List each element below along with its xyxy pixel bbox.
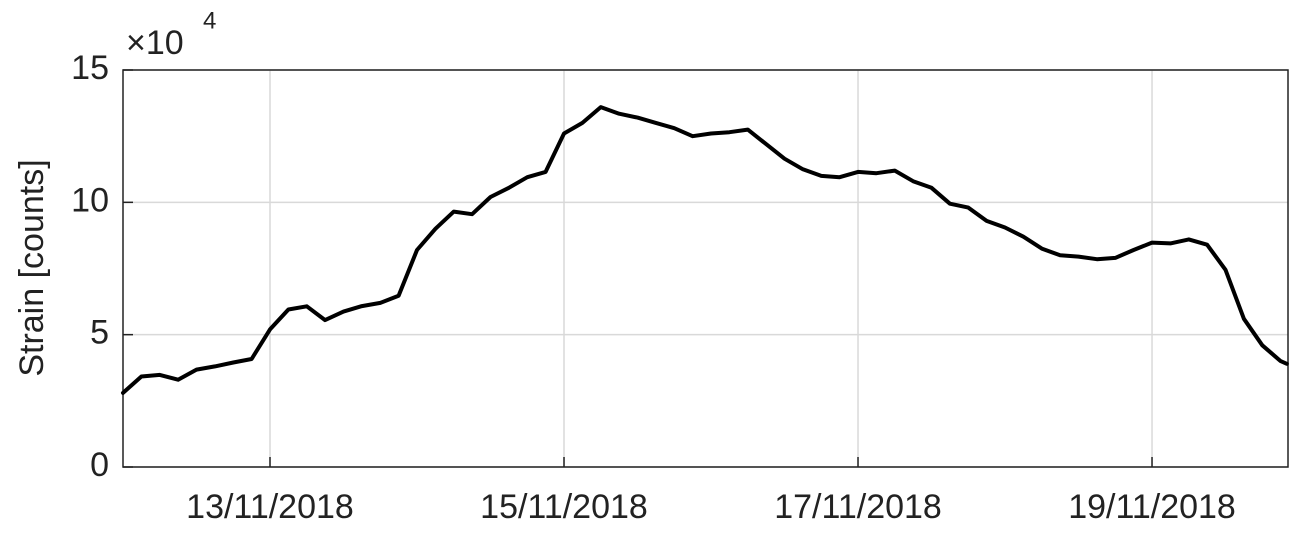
x-tick-label: 15/11/2018 — [480, 488, 648, 526]
x-tick-label: 19/11/2018 — [1068, 488, 1236, 526]
y-tick-label: 10 — [71, 181, 109, 219]
y-axis-label: Strain [counts] — [13, 159, 51, 376]
x-tick-label: 17/11/2018 — [774, 488, 942, 526]
y-tick-label: 0 — [90, 446, 109, 484]
x-tick-label: 13/11/2018 — [186, 488, 354, 526]
axes-box — [122, 69, 1289, 468]
y-tick-label: 15 — [71, 49, 109, 87]
data-line — [121, 105, 1289, 395]
y-scale-exponent: 4 — [203, 7, 216, 34]
y-tick-label: 5 — [90, 314, 109, 352]
y-scale-label: ×10 — [126, 24, 184, 62]
